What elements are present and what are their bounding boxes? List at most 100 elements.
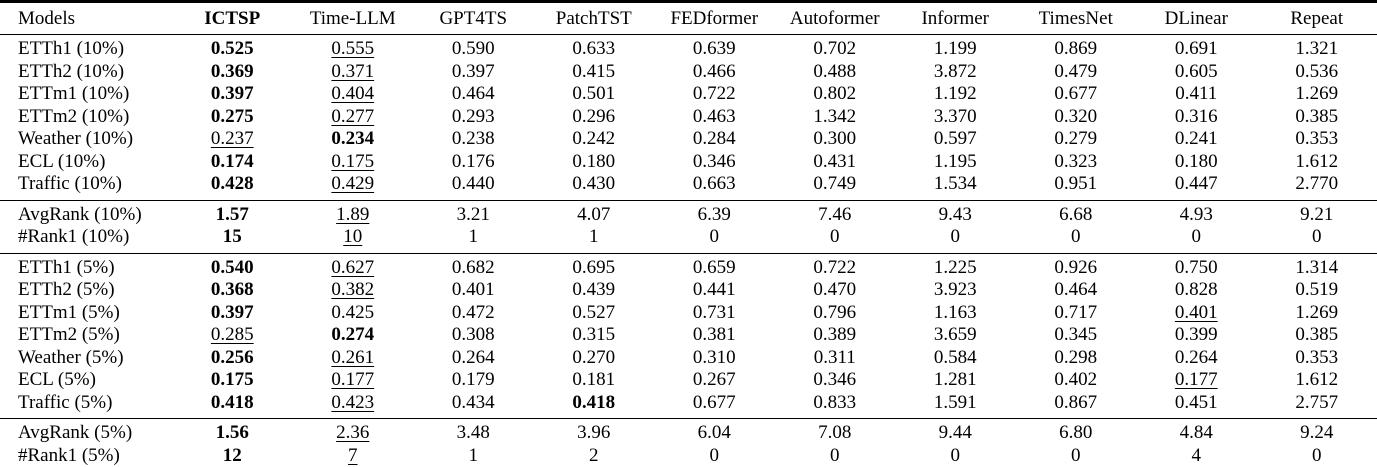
- value-cell: 0: [1312, 444, 1322, 466]
- value-cell: 0.238: [451, 128, 495, 149]
- value-cell: 0.536: [1295, 60, 1339, 82]
- value-cell: 0.926: [1054, 256, 1098, 278]
- value-cell: 0.316: [1174, 105, 1218, 127]
- value-cell: 4: [1191, 444, 1202, 466]
- row-label: AvgRank (5%): [18, 422, 133, 443]
- value-cell: 2.770: [1295, 173, 1339, 194]
- value-cell: 6.80: [1059, 422, 1093, 443]
- value-cell: 0.345: [1054, 324, 1098, 345]
- value-cell: 3.659: [933, 324, 977, 345]
- value-cell: 1.89: [336, 203, 370, 225]
- value-cell: 2.36: [336, 422, 370, 443]
- table-section-few-shot-10pct: ETTh1 (10%) 0.525 0.555 0.590 0.633 0.639 0.70…: [0, 35, 1377, 200]
- value-cell: 0.381: [692, 324, 736, 345]
- value-cell: 0: [950, 226, 961, 247]
- value-cell: 0.451: [1174, 391, 1218, 413]
- value-cell: 0.371: [331, 60, 375, 82]
- value-cell: 0.277: [331, 105, 375, 127]
- value-cell: 0.605: [1174, 60, 1218, 82]
- value-cell: 0.346: [813, 369, 857, 390]
- value-cell: 0.389: [813, 324, 857, 345]
- row-label: Weather (10%): [18, 128, 134, 149]
- table-row: #Rank1 (5%) 12 7 1 2 0 0 0 0 4 0: [0, 445, 1377, 467]
- value-cell: 0.256: [210, 346, 254, 368]
- value-cell: 0.264: [451, 346, 495, 368]
- value-cell: 1.57: [215, 203, 249, 225]
- row-label: Traffic (5%): [18, 391, 113, 413]
- value-cell: 0.470: [813, 279, 857, 300]
- value-cell: 1.591: [933, 391, 977, 413]
- value-cell: 0.867: [1054, 391, 1098, 413]
- value-cell: 0.527: [572, 301, 616, 323]
- value-cell: 9.21: [1300, 203, 1334, 225]
- value-cell: 0.346: [692, 150, 736, 172]
- value-cell: 0.488: [813, 60, 857, 82]
- table-section-few-shot-5pct: ETTh1 (5%) 0.540 0.627 0.682 0.695 0.659 0.722…: [0, 253, 1377, 419]
- value-cell: 0.274: [331, 324, 375, 345]
- table-row: ECL (5%) 0.175 0.177 0.179 0.181 0.267 0.346 1.…: [0, 369, 1377, 392]
- value-cell: 0.397: [210, 301, 254, 323]
- table-row: Weather (5%) 0.256 0.261 0.264 0.270 0.310 0.3…: [0, 347, 1377, 370]
- value-cell: 0: [709, 444, 720, 466]
- value-cell: 0.828: [1174, 279, 1218, 300]
- value-cell: 0.176: [451, 150, 495, 172]
- value-cell: 1.269: [1295, 83, 1339, 104]
- value-cell: 1.199: [933, 38, 977, 59]
- value-cell: 0.261: [331, 346, 375, 368]
- column-header-ictsp: ICTSP: [172, 1, 293, 35]
- value-cell: 1.314: [1295, 256, 1339, 278]
- table-row: AvgRank (5%) 1.56 2.36 3.48 3.96 6.04 7.08 9.44…: [0, 419, 1377, 445]
- value-cell: 0.639: [692, 38, 736, 59]
- value-cell: 0.402: [1054, 369, 1098, 390]
- value-cell: 0: [830, 226, 840, 247]
- value-cell: 0.597: [933, 128, 977, 149]
- value-cell: 0.682: [451, 256, 495, 278]
- value-cell: 1.192: [933, 83, 977, 104]
- value-cell: 0.749: [813, 173, 857, 194]
- value-cell: 0: [1312, 226, 1322, 247]
- table-row: Traffic (10%) 0.428 0.429 0.440 0.430 0.663 0.…: [0, 173, 1377, 200]
- table-section-rank-5pct: AvgRank (5%) 1.56 2.36 3.48 3.96 6.04 7.08 9.44…: [0, 419, 1377, 467]
- value-cell: 0.411: [1175, 83, 1218, 104]
- value-cell: 7.08: [818, 422, 852, 443]
- value-cell: 1: [468, 444, 479, 466]
- value-cell: 0.439: [572, 279, 616, 300]
- value-cell: 3.923: [933, 279, 977, 300]
- row-label: Traffic (10%): [18, 173, 122, 194]
- column-header-repeat: Repeat: [1256, 1, 1377, 35]
- value-cell: 0.353: [1295, 128, 1339, 149]
- value-cell: 0.441: [692, 279, 736, 300]
- value-cell: 0.415: [572, 60, 616, 82]
- value-cell: 0.428: [210, 173, 254, 194]
- value-cell: 4.84: [1179, 422, 1213, 443]
- value-cell: 0.385: [1295, 105, 1339, 127]
- value-cell: 0.659: [692, 256, 736, 278]
- value-cell: 0.418: [210, 391, 254, 413]
- value-cell: 0.401: [451, 279, 495, 300]
- column-header-gpt4ts: GPT4TS: [413, 1, 534, 35]
- value-cell: 0.802: [813, 83, 857, 104]
- value-cell: 0.472: [451, 301, 495, 323]
- value-cell: 0.275: [210, 105, 254, 127]
- row-label: AvgRank (10%): [18, 203, 142, 225]
- value-cell: 0.663: [692, 173, 736, 194]
- value-cell: 1.269: [1295, 301, 1339, 323]
- value-cell: 0.430: [572, 173, 616, 194]
- table-row: ETTh1 (10%) 0.525 0.555 0.590 0.633 0.639 0.70…: [0, 35, 1377, 61]
- row-label: #Rank1 (5%): [18, 444, 120, 466]
- value-cell: 0.702: [813, 38, 857, 59]
- value-cell: 0.401: [1174, 301, 1218, 323]
- value-cell: 0.179: [451, 369, 495, 390]
- value-cell: 0.434: [451, 391, 495, 413]
- value-cell: 0.869: [1054, 38, 1098, 59]
- value-cell: 10: [343, 226, 363, 247]
- value-cell: 1.281: [933, 369, 977, 390]
- value-cell: 9.43: [938, 203, 972, 225]
- value-cell: 1.225: [933, 256, 977, 278]
- row-label: ETTm2 (10%): [18, 105, 130, 127]
- value-cell: 0.270: [572, 346, 616, 368]
- value-cell: 0.323: [1054, 150, 1098, 172]
- value-cell: 2: [589, 444, 599, 466]
- value-cell: 9.24: [1300, 422, 1334, 443]
